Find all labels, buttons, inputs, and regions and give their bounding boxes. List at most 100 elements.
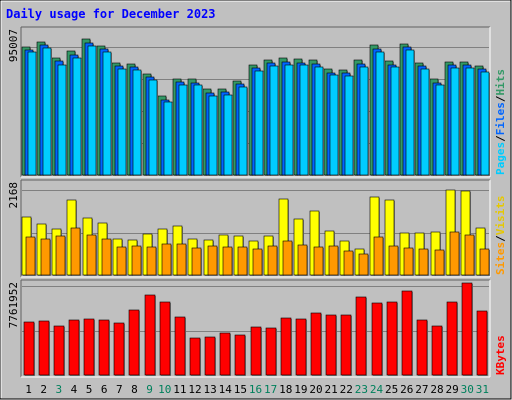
bar-kbytes-day-4 — [68, 319, 80, 376]
day-label-8: 8 — [131, 383, 138, 396]
bar-pages-day-18 — [284, 64, 294, 176]
day-label-24: 24 — [370, 383, 384, 396]
bar-kbytes-day-26 — [401, 290, 413, 376]
bar-kbytes-day-28 — [431, 325, 443, 376]
day-label-30: 30 — [461, 383, 474, 396]
bar-pages-day-15 — [238, 86, 248, 176]
day-label-13: 13 — [203, 383, 216, 396]
bar-pages-day-23 — [359, 66, 369, 176]
bar-kbytes-day-7 — [113, 322, 125, 376]
bar-sites-day-10 — [161, 243, 172, 276]
bar-kbytes-day-10 — [159, 301, 171, 376]
bar-sites-day-3 — [55, 235, 66, 276]
bar-sites-day-5 — [86, 234, 97, 276]
bar-kbytes-day-24 — [371, 302, 383, 376]
bar-pages-day-28 — [435, 84, 445, 176]
bar-sites-day-9 — [146, 246, 157, 276]
panel-visits_sites: 2168 Sites/Visits — [7, 179, 507, 278]
bar-pages-day-16 — [254, 70, 264, 176]
bar-sites-day-28 — [434, 249, 445, 276]
panel-legend: KBytes — [494, 335, 507, 375]
bar-pages-day-19 — [299, 64, 309, 176]
bar-pages-day-30 — [465, 67, 475, 176]
day-label-22: 22 — [340, 383, 353, 396]
day-label-16: 16 — [249, 383, 262, 396]
day-label-7: 7 — [116, 383, 123, 396]
day-label-1: 1 — [25, 383, 32, 396]
bar-pages-day-25 — [390, 66, 400, 176]
legend-sites: Sites — [494, 242, 507, 275]
panel-kbytes: 7761952 KBytes — [7, 279, 507, 378]
bar-sites-day-29 — [449, 231, 460, 276]
legend-pages: Pages — [494, 142, 507, 175]
legend-visits: Visits — [494, 196, 507, 236]
bar-pages-day-13 — [208, 95, 218, 176]
day-label-11: 11 — [173, 383, 186, 396]
bar-pages-day-7 — [117, 68, 127, 176]
day-label-25: 25 — [385, 383, 398, 396]
series-sites — [25, 227, 490, 276]
series-kbytes — [23, 282, 488, 376]
bar-sites-day-31 — [479, 248, 490, 276]
bar-pages-day-31 — [480, 71, 490, 176]
bar-pages-day-12 — [193, 84, 203, 176]
bar-kbytes-day-9 — [144, 294, 156, 376]
bar-pages-day-24 — [375, 51, 385, 176]
bar-sites-day-7 — [116, 246, 127, 276]
bar-pages-day-20 — [314, 66, 324, 176]
bar-pages-day-3 — [57, 64, 67, 176]
bar-kbytes-day-5 — [83, 318, 95, 376]
day-labels: 1 2 3 4 5 6 7 8 9 10 11 12 13 14 15 16 17 18 19 20 21 22 23 24 2… — [25, 383, 489, 396]
bar-pages-day-10 — [163, 101, 173, 176]
bar-kbytes-day-2 — [38, 320, 50, 376]
bar-sites-day-23 — [358, 253, 369, 276]
panel-max-label: 2168 — [7, 182, 20, 209]
bar-kbytes-day-21 — [325, 314, 337, 376]
day-label-18: 18 — [279, 383, 292, 396]
legend-hits: Hits — [494, 69, 507, 96]
day-label-20: 20 — [309, 383, 322, 396]
day-label-21: 21 — [325, 383, 338, 396]
panel-max-label: 7761952 — [7, 282, 20, 328]
bar-sites-day-27 — [418, 248, 429, 276]
series-pages — [27, 45, 490, 176]
bar-sites-day-16 — [252, 248, 263, 276]
bar-kbytes-day-13 — [204, 336, 216, 376]
day-label-6: 6 — [101, 383, 108, 396]
bar-pages-day-8 — [132, 69, 142, 176]
bar-kbytes-day-14 — [219, 332, 231, 376]
day-label-14: 14 — [219, 383, 233, 396]
bar-pages-day-29 — [450, 67, 460, 176]
bar-kbytes-day-22 — [340, 314, 352, 376]
bar-pages-day-5 — [87, 45, 97, 176]
chart-panels: 95007Pages/Files/Hits2168Sites/Visits776… — [7, 26, 507, 378]
bar-kbytes-day-16 — [250, 326, 262, 376]
panel-max-label: 95007 — [7, 29, 20, 62]
day-label-31: 31 — [476, 383, 489, 396]
day-label-23: 23 — [355, 383, 368, 396]
day-label-9: 9 — [146, 383, 153, 396]
bar-pages-day-27 — [420, 68, 430, 176]
bar-sites-day-12 — [191, 247, 202, 276]
bar-sites-day-18 — [282, 240, 293, 276]
bar-sites-day-15 — [237, 246, 248, 276]
bar-sites-day-25 — [388, 245, 399, 276]
legend-separator: / — [494, 235, 507, 242]
bar-kbytes-day-30 — [461, 282, 473, 376]
bar-sites-day-8 — [131, 245, 142, 276]
bar-sites-day-30 — [464, 234, 475, 276]
day-label-10: 10 — [158, 383, 171, 396]
bar-pages-day-21 — [329, 74, 339, 176]
bar-sites-day-14 — [222, 246, 233, 276]
bar-pages-day-26 — [405, 49, 415, 176]
day-label-12: 12 — [188, 383, 201, 396]
bar-pages-day-6 — [102, 51, 112, 176]
bar-pages-day-4 — [72, 57, 82, 176]
bar-sites-day-6 — [101, 238, 112, 276]
bar-sites-day-26 — [403, 247, 414, 276]
legend-separator: / — [494, 95, 507, 102]
bar-kbytes-day-31 — [476, 310, 488, 376]
bar-kbytes-day-6 — [98, 319, 110, 376]
